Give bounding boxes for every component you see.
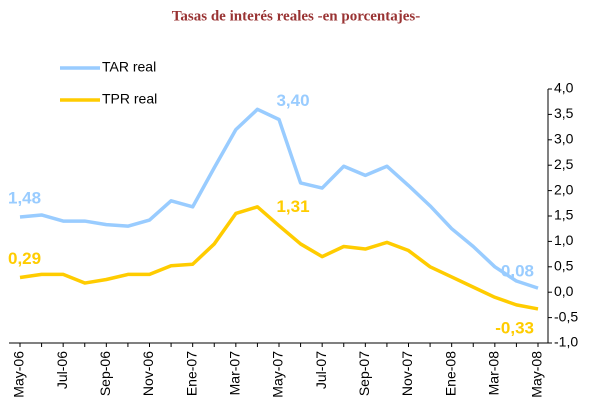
y-tick-label: 2,0	[554, 181, 574, 197]
value-label: -0,33	[495, 318, 534, 337]
value-label: 0,08	[501, 262, 534, 281]
legend-label: TPR real	[102, 91, 157, 107]
x-tick-label: May-07	[270, 351, 286, 398]
x-tick-label: May-06	[11, 351, 27, 398]
y-tick-label: 1,0	[554, 232, 574, 248]
y-tick-label: 0,0	[554, 283, 574, 299]
value-label: 3,40	[276, 91, 309, 110]
value-label: 0,29	[8, 249, 41, 268]
y-tick-label: 1,5	[554, 207, 574, 223]
x-tick-label: Ene-08	[442, 351, 458, 396]
y-tick-label: 3,5	[554, 105, 574, 121]
x-tick-label: May-08	[529, 351, 545, 398]
value-label: 1,48	[8, 189, 41, 208]
y-tick-label: 4,0	[554, 80, 574, 96]
x-tick-label: Sep-06	[97, 351, 113, 396]
series-line	[19, 107, 539, 290]
x-tick-label: Mar-08	[486, 351, 502, 396]
y-tick-label: 2,5	[554, 156, 574, 172]
y-tick-label: 3,0	[554, 131, 574, 147]
x-tick-label: Mar-07	[227, 351, 243, 396]
y-tick-label: -0,5	[554, 308, 578, 324]
legend-label: TAR real	[102, 59, 156, 75]
series-line	[19, 205, 539, 311]
x-tick-label: Nov-06	[140, 351, 156, 396]
chart-title: Tasas de interés reales -en porcentajes-	[172, 8, 420, 24]
value-label: 1,31	[276, 197, 309, 216]
x-tick-label: Jul-06	[54, 351, 70, 389]
y-tick-label: 0,5	[554, 258, 574, 274]
y-tick-label: -1,0	[554, 334, 578, 350]
x-tick-label: Ene-07	[183, 351, 199, 396]
x-tick-label: Nov-07	[399, 351, 415, 396]
x-tick-label: Sep-07	[356, 351, 372, 396]
x-tick-label: Jul-07	[313, 351, 329, 389]
